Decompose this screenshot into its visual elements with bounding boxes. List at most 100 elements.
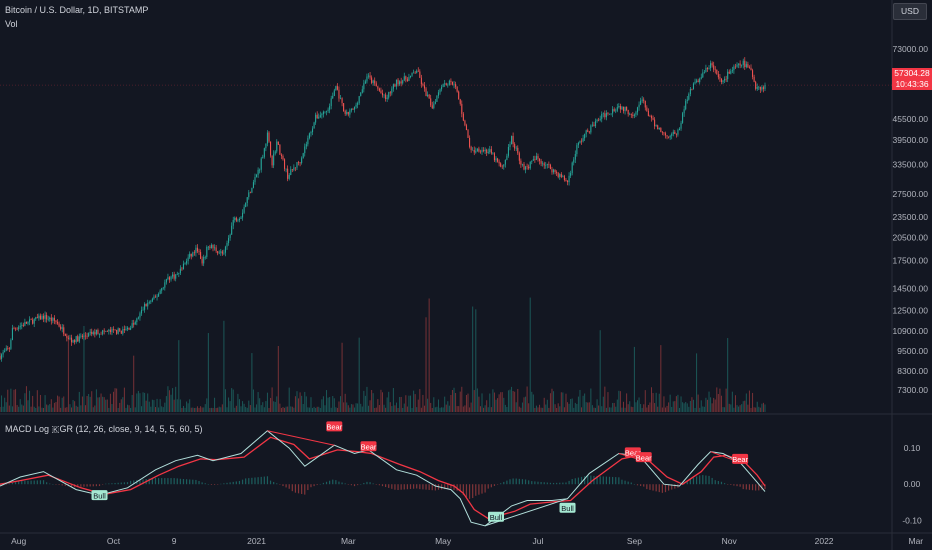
macd-histogram-bar [241,479,244,485]
bull-label-text: Bull [490,513,503,522]
volume-bar [638,397,640,412]
candle-body [469,137,471,147]
macd-histogram-bar [130,480,132,485]
candle-body [7,348,9,349]
volume-bar [609,407,611,412]
volume-bar [441,407,443,412]
candle-body [83,335,85,337]
candle-body [13,328,15,329]
volume-bar [13,389,15,412]
volume-bar [120,399,122,412]
macd-histogram-bar [378,484,380,486]
price-tick-label: 12500.00 [893,306,929,316]
volume-bar [137,390,139,412]
time-tick-label: 9 [172,536,177,546]
volume-bar [657,406,659,412]
candle-body [646,107,648,111]
candle-body [369,75,371,78]
candle-body [338,89,340,99]
volume-bar [249,405,251,412]
macd-histogram-bar [692,477,695,485]
volume-bar [467,393,469,412]
candle-body [218,252,220,254]
macd-histogram-bar [733,484,735,486]
volume-bar [344,393,346,412]
volume-bar [686,403,688,412]
volume-bar [507,390,509,412]
volume-bar [386,397,388,412]
macd-histogram-bar [182,479,185,485]
candle-body [176,273,178,275]
volume-bar [119,402,121,412]
volume-bar [699,407,701,412]
volume-bar [276,396,278,412]
volume-bar [674,401,676,412]
macd-histogram-bar [621,479,623,485]
candle-body [88,333,90,337]
macd-histogram-bar [276,483,278,485]
candle-body [336,86,338,90]
volume-bar [150,406,152,412]
candle-body [473,149,475,153]
bear-label-text: Bear [326,423,342,432]
volume-bar [305,396,307,412]
symbol-title[interactable]: Bitcoin / U.S. Dollar, 1D, BITSTAMP [5,5,149,15]
volume-bar [266,392,268,412]
candle-body [388,92,390,98]
candle-body [531,160,533,162]
currency-button[interactable]: USD [893,3,927,20]
candle-body [411,72,413,76]
volume-bar [333,398,335,412]
volume-bar [714,399,716,412]
macd-histogram-bar [761,484,763,490]
candle-body [56,321,59,324]
candle-body [310,132,312,134]
macd-histogram-bar [285,484,287,488]
volume-bar [350,404,352,412]
volume-bar [36,390,38,412]
volume-bar [85,405,87,412]
volume-bar [501,392,503,412]
volume-bar [301,395,303,412]
candle-body [498,161,500,164]
candle-body [675,133,677,135]
candle-body [685,101,687,110]
volume-bar [360,403,362,412]
volume-bar [81,396,83,412]
macd-histogram-bar [397,484,399,491]
volume-bar [193,407,195,412]
candle-body [696,80,698,82]
macd-histogram-bar [335,480,337,485]
candle-body [453,84,455,85]
candle-body [596,119,598,122]
candle-body [618,105,620,108]
indicator-title[interactable]: MACD Log 🇰GR (12, 26, close, 9, 14, 5, 5… [5,424,203,434]
candle-body [476,148,478,152]
volume-bar [181,407,183,412]
volume-bar [629,401,631,412]
candle-body [346,111,348,114]
volume-bar [103,397,105,412]
volume-bar [25,386,27,412]
candle-body [158,293,160,297]
candle-body [580,140,583,142]
macd-histogram-bar [105,483,107,485]
macd-histogram-bar [633,483,635,485]
volume-bar [326,390,328,412]
volume-bar [428,298,430,412]
volume-label[interactable]: Vol [5,19,18,29]
macd-histogram-bar [562,482,564,485]
volume-bar [422,394,424,412]
candle-body [61,327,63,329]
candle-body [548,164,550,165]
candle-body [627,110,629,115]
volume-bar [313,406,315,412]
volume-bar [700,400,702,412]
volume-bar [327,397,329,412]
macd-histogram-bar [0,484,1,486]
candle-body [217,251,219,254]
volume-bar [588,402,590,412]
volume-bar [725,388,727,412]
volume-bar [571,398,573,412]
